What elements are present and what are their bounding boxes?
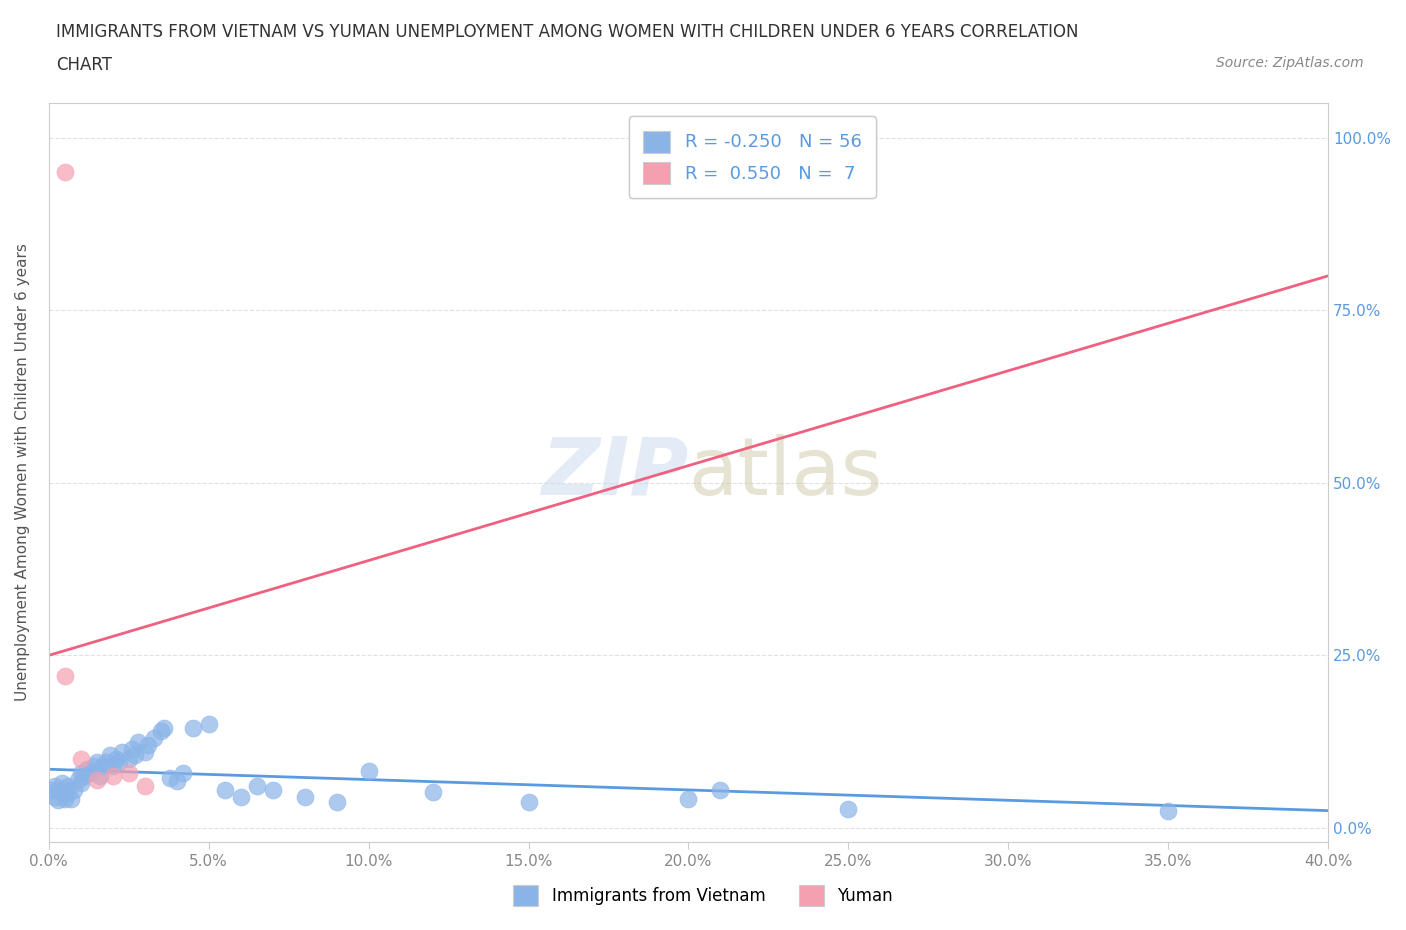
- Point: [69, 765, 91, 780]
- Point: [1157, 804, 1180, 818]
- Point: [159, 771, 181, 786]
- Y-axis label: Unemployment Among Women with Children Under 6 years: Unemployment Among Women with Children U…: [15, 244, 30, 701]
- Point: [51, 776, 73, 790]
- Point: [89, 769, 111, 784]
- Point: [91, 758, 114, 773]
- Point: [76, 762, 98, 777]
- Point: [96, 755, 118, 770]
- Point: [41, 782, 63, 797]
- Point: [294, 790, 316, 804]
- Point: [262, 782, 284, 797]
- Point: [86, 755, 108, 770]
- Point: [108, 755, 131, 770]
- Point: [86, 772, 108, 787]
- Point: [60, 791, 83, 806]
- Text: atlas: atlas: [689, 433, 883, 512]
- Point: [53, 782, 76, 797]
- Point: [83, 758, 105, 773]
- Point: [53, 165, 76, 179]
- Text: Source: ZipAtlas.com: Source: ZipAtlas.com: [1216, 56, 1364, 70]
- Point: [197, 717, 219, 732]
- Point: [136, 737, 159, 752]
- Point: [69, 776, 91, 790]
- Point: [66, 772, 89, 787]
- Text: IMMIGRANTS FROM VIETNAM VS YUMAN UNEMPLOYMENT AMONG WOMEN WITH CHILDREN UNDER 6 : IMMIGRANTS FROM VIETNAM VS YUMAN UNEMPLO…: [56, 23, 1078, 41]
- Point: [517, 794, 540, 809]
- Point: [357, 764, 380, 778]
- Point: [709, 782, 731, 797]
- Point: [422, 785, 444, 800]
- Point: [98, 748, 121, 763]
- Point: [134, 745, 156, 760]
- Point: [44, 790, 66, 804]
- Point: [118, 751, 141, 766]
- Point: [53, 791, 76, 806]
- Point: [53, 669, 76, 684]
- Point: [56, 779, 79, 794]
- Point: [214, 782, 236, 797]
- Point: [678, 791, 700, 806]
- Point: [143, 731, 166, 746]
- Point: [166, 774, 188, 789]
- Point: [118, 765, 141, 780]
- Point: [46, 782, 69, 797]
- Legend: R = -0.250   N = 56, R =  0.550   N =  7: R = -0.250 N = 56, R = 0.550 N = 7: [628, 116, 876, 198]
- Point: [69, 751, 91, 766]
- Point: [246, 779, 269, 794]
- Point: [172, 765, 194, 780]
- Point: [149, 724, 172, 738]
- Point: [127, 734, 149, 749]
- Point: [153, 721, 176, 736]
- Point: [73, 769, 96, 784]
- Point: [121, 741, 143, 756]
- Point: [46, 793, 69, 808]
- Point: [325, 794, 347, 809]
- Point: [229, 790, 252, 804]
- Point: [837, 801, 859, 816]
- Legend: Immigrants from Vietnam, Yuman: Immigrants from Vietnam, Yuman: [506, 879, 900, 912]
- Point: [124, 748, 146, 763]
- Point: [111, 745, 134, 760]
- Point: [63, 782, 86, 797]
- Point: [101, 769, 124, 784]
- Point: [79, 765, 101, 780]
- Point: [104, 751, 127, 766]
- Text: CHART: CHART: [56, 56, 112, 73]
- Point: [51, 786, 73, 801]
- Point: [44, 779, 66, 794]
- Point: [56, 786, 79, 801]
- Point: [101, 758, 124, 773]
- Point: [181, 721, 204, 736]
- Text: ZIP: ZIP: [541, 433, 689, 512]
- Point: [134, 779, 156, 794]
